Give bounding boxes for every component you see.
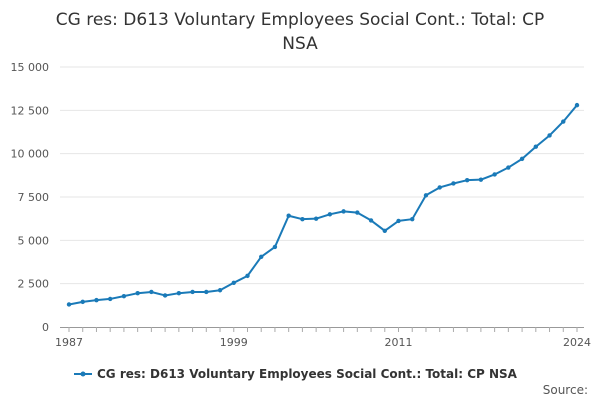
data-point[interactable] — [410, 216, 415, 222]
x-tick-label: 2011 — [385, 336, 413, 349]
data-point[interactable] — [80, 299, 85, 305]
data-point[interactable] — [547, 133, 552, 138]
data-point[interactable] — [355, 210, 360, 215]
x-tick-label: 1999 — [220, 336, 248, 349]
data-point[interactable] — [286, 213, 291, 218]
data-point[interactable] — [162, 293, 168, 298]
legend[interactable]: CG res: D613 Voluntary Employees Social … — [74, 367, 518, 381]
data-point[interactable] — [423, 193, 429, 198]
data-point[interactable] — [519, 156, 525, 162]
series-line — [68, 104, 578, 306]
x-tick-label: 2024 — [563, 336, 591, 349]
y-tick-label: 10 000 — [11, 148, 50, 161]
data-point[interactable] — [176, 291, 182, 296]
data-point[interactable] — [135, 291, 140, 296]
data-point[interactable] — [149, 289, 154, 295]
legend-swatch-marker — [80, 371, 86, 377]
data-point[interactable] — [327, 212, 333, 217]
data-point[interactable] — [478, 177, 484, 182]
x-tick-label: 1987 — [55, 336, 83, 349]
data-point[interactable] — [204, 289, 209, 295]
data-point[interactable] — [451, 181, 456, 186]
data-point[interactable] — [368, 218, 374, 223]
data-point[interactable] — [437, 185, 442, 190]
data-point[interactable] — [66, 302, 72, 307]
data-point[interactable] — [300, 216, 305, 222]
data-point[interactable] — [231, 280, 236, 285]
data-point[interactable] — [464, 177, 470, 183]
data-point[interactable] — [561, 119, 566, 124]
data-point[interactable] — [272, 244, 278, 250]
series-layer — [66, 102, 580, 307]
data-point[interactable] — [574, 102, 580, 108]
y-tick-label: 12 500 — [11, 104, 50, 117]
y-tick-label: 0 — [42, 321, 49, 334]
data-point[interactable] — [217, 288, 223, 293]
data-point[interactable] — [94, 297, 99, 303]
chart-title: CG res: D613 Voluntary Employees Social … — [55, 10, 545, 54]
data-point[interactable] — [382, 228, 387, 233]
y-tick-label: 2 500 — [18, 278, 50, 291]
data-point[interactable] — [121, 293, 127, 299]
data-point[interactable] — [245, 273, 250, 279]
grid-lines — [60, 66, 584, 285]
data-point[interactable] — [341, 209, 346, 214]
legend-label[interactable]: CG res: D613 Voluntary Employees Social … — [97, 367, 518, 381]
y-tick-label: 7 500 — [18, 191, 50, 204]
source-label: Source: — [543, 383, 588, 397]
data-point[interactable] — [190, 289, 195, 295]
axes: 0 2 500 5 000 7 500 10 000 12 500 15 000 1987 19… — [11, 61, 592, 349]
data-point[interactable] — [259, 254, 264, 259]
y-tick-label: 15 000 — [11, 61, 50, 74]
data-point[interactable] — [107, 296, 113, 302]
y-tick-label: 5 000 — [18, 234, 50, 247]
data-point[interactable] — [533, 144, 539, 149]
data-point[interactable] — [313, 216, 319, 221]
data-point[interactable] — [396, 218, 401, 224]
data-point[interactable] — [506, 165, 511, 170]
data-point[interactable] — [492, 172, 497, 177]
